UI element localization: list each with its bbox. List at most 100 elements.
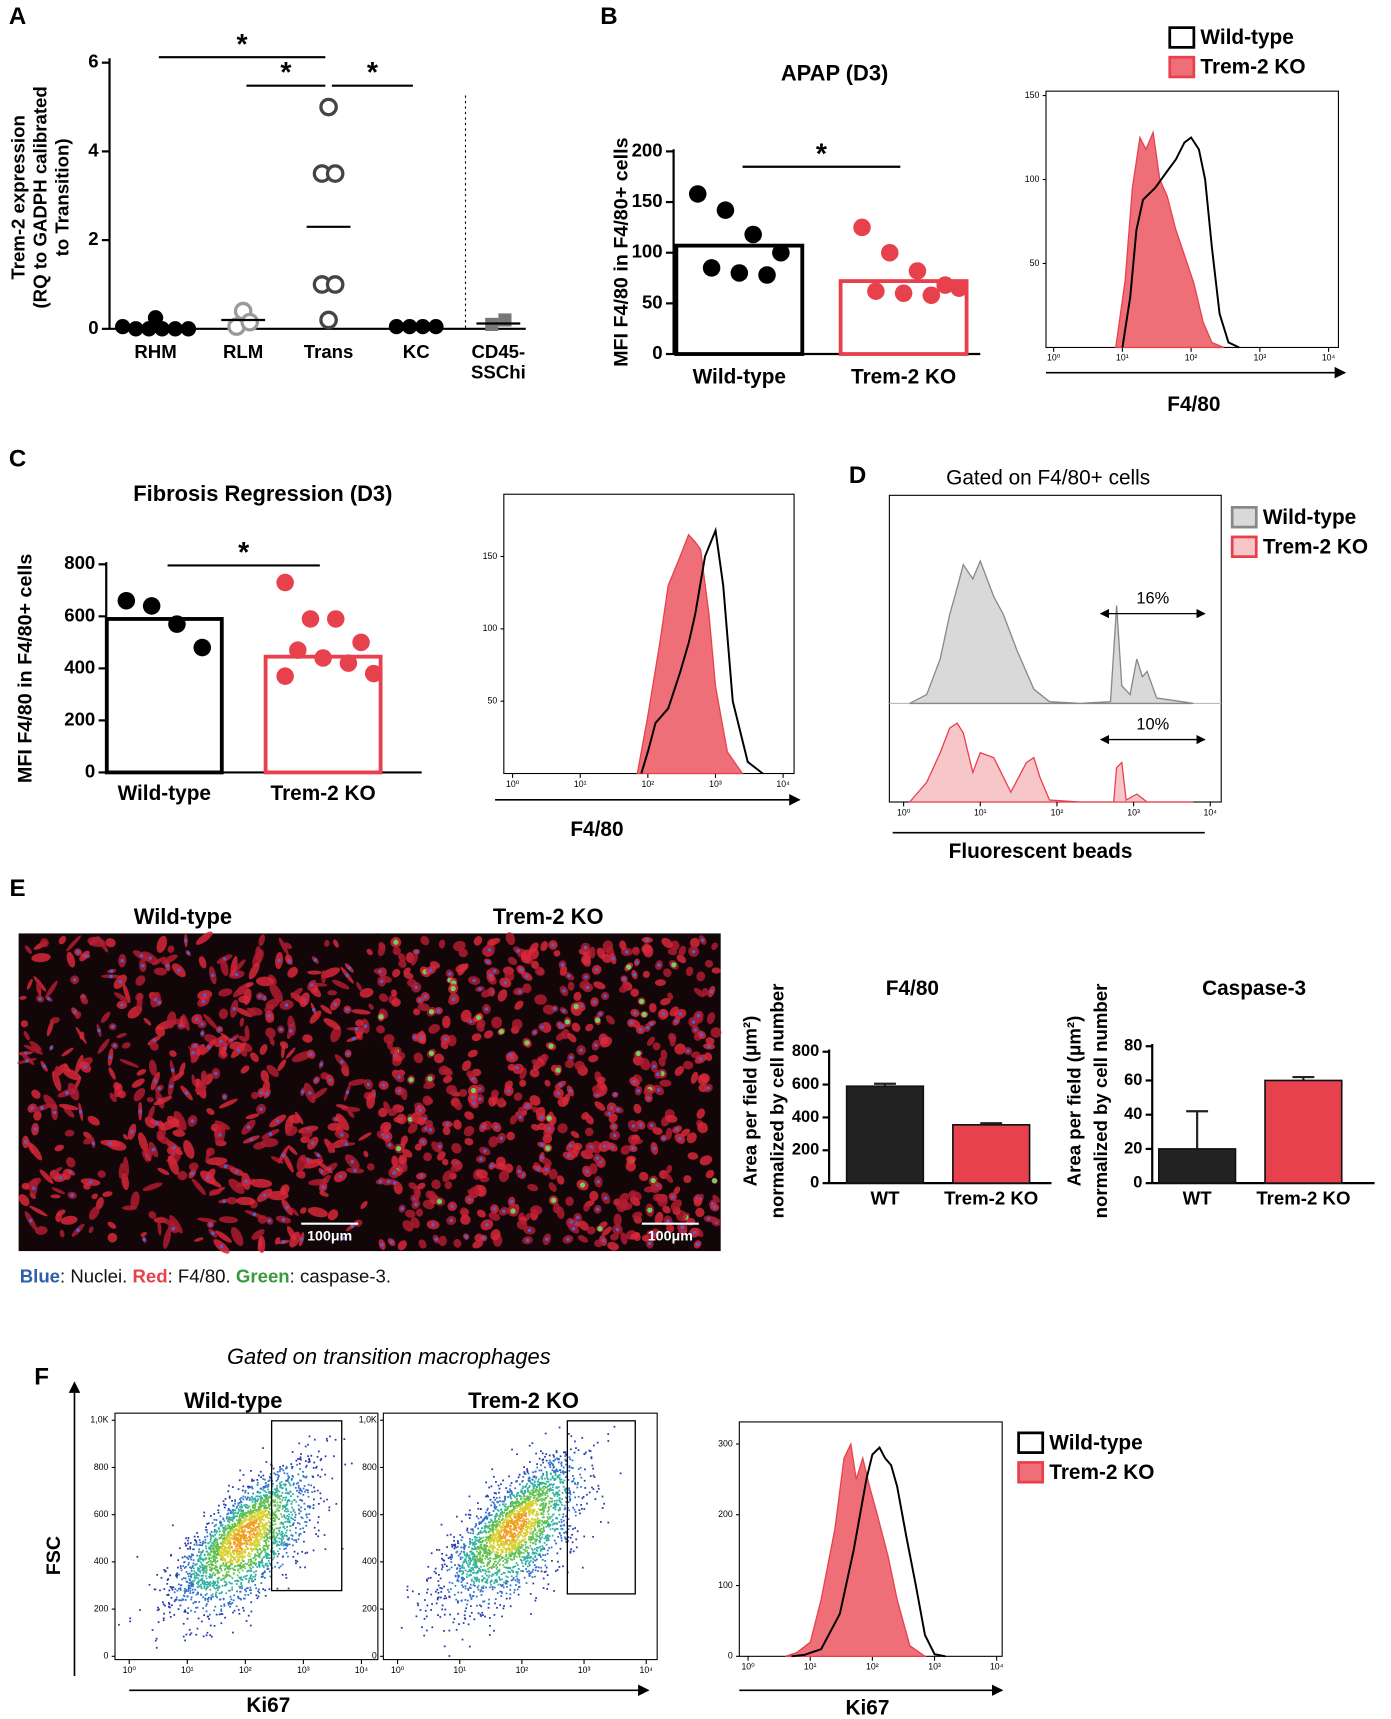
event-dot <box>450 1588 452 1591</box>
annotation: 10% <box>1136 716 1169 734</box>
event-dot <box>548 1483 551 1486</box>
event-dot <box>560 1461 563 1464</box>
x-tick-label: 10² <box>1051 807 1064 817</box>
event-dot <box>251 1536 254 1539</box>
event-dot <box>238 1585 241 1588</box>
event-dot <box>228 1565 230 1568</box>
event-dot <box>512 1494 515 1496</box>
event-dot <box>508 1527 511 1530</box>
event-dot <box>169 1616 172 1618</box>
event-dot <box>225 1573 228 1576</box>
event-dot <box>207 1561 210 1563</box>
event-dot <box>504 1528 506 1531</box>
event-dot <box>530 1559 532 1562</box>
event-dot <box>317 1474 319 1477</box>
event-dot <box>563 1451 565 1454</box>
event-dot <box>170 1587 173 1589</box>
y-axis-label: normalized by cell number <box>767 984 788 1219</box>
event-dot <box>227 1602 230 1604</box>
event-dot <box>528 1525 530 1528</box>
event-dot <box>262 1588 265 1591</box>
event-dot <box>469 1514 472 1516</box>
y-tick-label: 600 <box>64 604 95 625</box>
event-dot <box>308 1458 311 1461</box>
event-dot <box>210 1594 213 1597</box>
event-dot <box>241 1585 243 1587</box>
event-dot <box>504 1536 507 1539</box>
event-dot <box>197 1577 200 1580</box>
event-dot <box>489 1581 492 1584</box>
event-dot <box>255 1543 258 1546</box>
event-dot <box>247 1547 250 1550</box>
event-dot <box>262 1518 265 1521</box>
event-dot <box>514 1496 516 1499</box>
y-axis-label: Area per field (μm²) <box>739 1016 760 1187</box>
event-dot <box>572 1528 574 1530</box>
event-dot <box>502 1564 505 1567</box>
event-dot <box>500 1511 502 1514</box>
event-dot <box>298 1522 301 1525</box>
event-dot <box>208 1556 210 1559</box>
event-dot <box>240 1549 243 1551</box>
event-dot <box>237 1557 240 1559</box>
event-dot <box>233 1594 236 1597</box>
event-dot <box>302 1470 304 1473</box>
event-dot <box>459 1556 462 1559</box>
event-dot <box>292 1482 295 1485</box>
event-dot <box>267 1565 269 1567</box>
event-dot <box>258 1534 261 1536</box>
event-dot <box>303 1540 305 1543</box>
event-dot <box>525 1547 527 1549</box>
event-dot <box>521 1512 523 1515</box>
event-dot <box>326 1439 329 1442</box>
event-dot <box>505 1592 508 1595</box>
event-dot <box>292 1544 294 1547</box>
event-dot <box>478 1539 480 1541</box>
event-dot <box>476 1566 479 1568</box>
event-dot <box>514 1524 517 1527</box>
event-dot <box>222 1526 225 1529</box>
event-dot <box>323 1534 326 1536</box>
event-dot <box>516 1522 519 1525</box>
event-dot <box>329 1435 331 1438</box>
event-dot <box>190 1558 193 1561</box>
event-dot <box>289 1529 292 1532</box>
event-dot <box>282 1537 285 1540</box>
event-dot <box>258 1518 261 1521</box>
event-dot <box>207 1542 210 1544</box>
event-dot <box>241 1551 244 1554</box>
event-dot <box>220 1557 223 1560</box>
event-dot <box>262 1514 265 1517</box>
event-dot <box>184 1542 187 1545</box>
event-dot <box>293 1550 296 1553</box>
event-dot <box>577 1495 580 1498</box>
event-dot <box>463 1617 466 1620</box>
event-dot <box>257 1535 260 1538</box>
event-dot <box>268 1588 271 1591</box>
event-dot <box>210 1557 212 1560</box>
event-dot <box>580 1476 583 1479</box>
event-dot <box>277 1518 280 1521</box>
event-dot <box>179 1604 182 1607</box>
event-dot <box>215 1593 217 1595</box>
event-dot <box>324 1473 327 1476</box>
event-dot <box>224 1559 227 1562</box>
event-dot <box>537 1566 540 1569</box>
event-dot <box>180 1599 183 1602</box>
event-dot <box>248 1577 251 1580</box>
event-dot <box>231 1530 234 1533</box>
event-dot <box>264 1594 267 1597</box>
event-dot <box>256 1481 259 1484</box>
event-dot <box>186 1547 189 1550</box>
event-dot <box>231 1562 234 1565</box>
event-dot <box>205 1583 208 1586</box>
event-dot <box>168 1589 171 1592</box>
event-dot <box>486 1537 489 1539</box>
event-dot <box>493 1504 496 1506</box>
event-dot <box>229 1509 232 1512</box>
event-dot <box>400 1626 403 1629</box>
event-dot <box>515 1480 518 1483</box>
event-dot <box>538 1457 541 1460</box>
event-dot <box>516 1538 519 1540</box>
event-dot <box>492 1521 494 1524</box>
